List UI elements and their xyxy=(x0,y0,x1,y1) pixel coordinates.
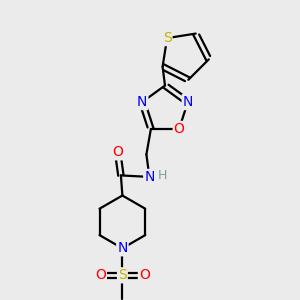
Text: O: O xyxy=(112,145,123,159)
Text: O: O xyxy=(95,268,106,282)
Text: N: N xyxy=(183,95,193,109)
Text: S: S xyxy=(163,31,172,45)
Text: O: O xyxy=(174,122,184,136)
Text: H: H xyxy=(157,169,167,182)
Text: N: N xyxy=(137,95,147,109)
Text: N: N xyxy=(117,241,128,255)
Text: N: N xyxy=(144,170,154,184)
Text: O: O xyxy=(139,268,150,282)
Text: S: S xyxy=(118,268,127,282)
